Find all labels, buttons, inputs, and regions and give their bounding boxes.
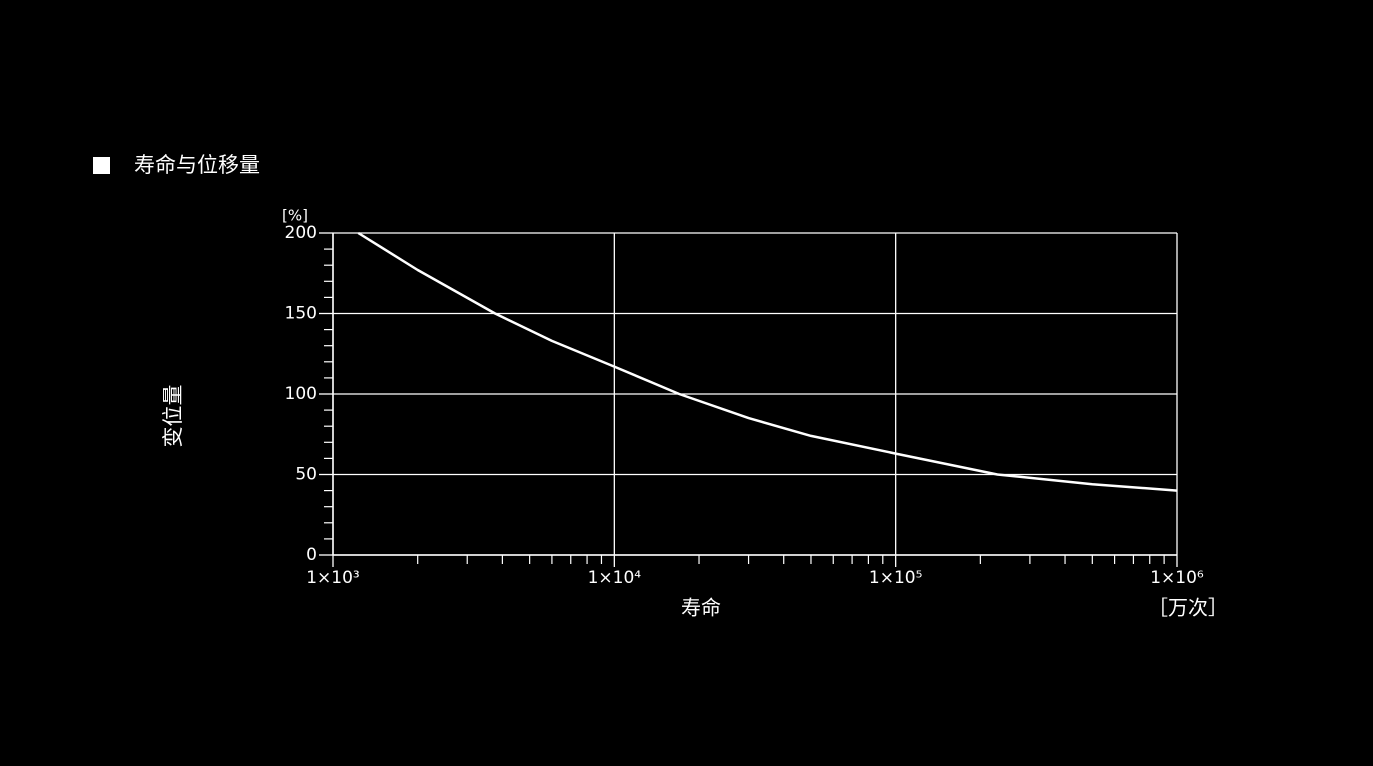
y-tick-label: 0 <box>306 545 317 565</box>
x-tick-label: 1×10³ <box>306 568 360 588</box>
x-unit: ［万次］ <box>1148 596 1228 620</box>
x-tick-label: 1×10⁴ <box>588 568 642 588</box>
title-bullet <box>93 157 110 174</box>
data-line <box>357 231 1178 492</box>
x-tick-label: 1×10⁵ <box>869 568 923 588</box>
x-tick-label: 1×10⁶ <box>1150 568 1204 588</box>
chart-title: 寿命与位移量 <box>134 153 260 177</box>
y-tick-label: 100 <box>285 384 317 404</box>
y-tick-label: 150 <box>285 304 317 324</box>
y-unit: [%] <box>282 207 308 225</box>
y-axis-label: 变位量 <box>161 385 185 448</box>
y-tick-label: 50 <box>295 465 317 485</box>
y-tick-label: 200 <box>285 223 317 243</box>
x-axis-label: 寿命 <box>681 596 721 620</box>
